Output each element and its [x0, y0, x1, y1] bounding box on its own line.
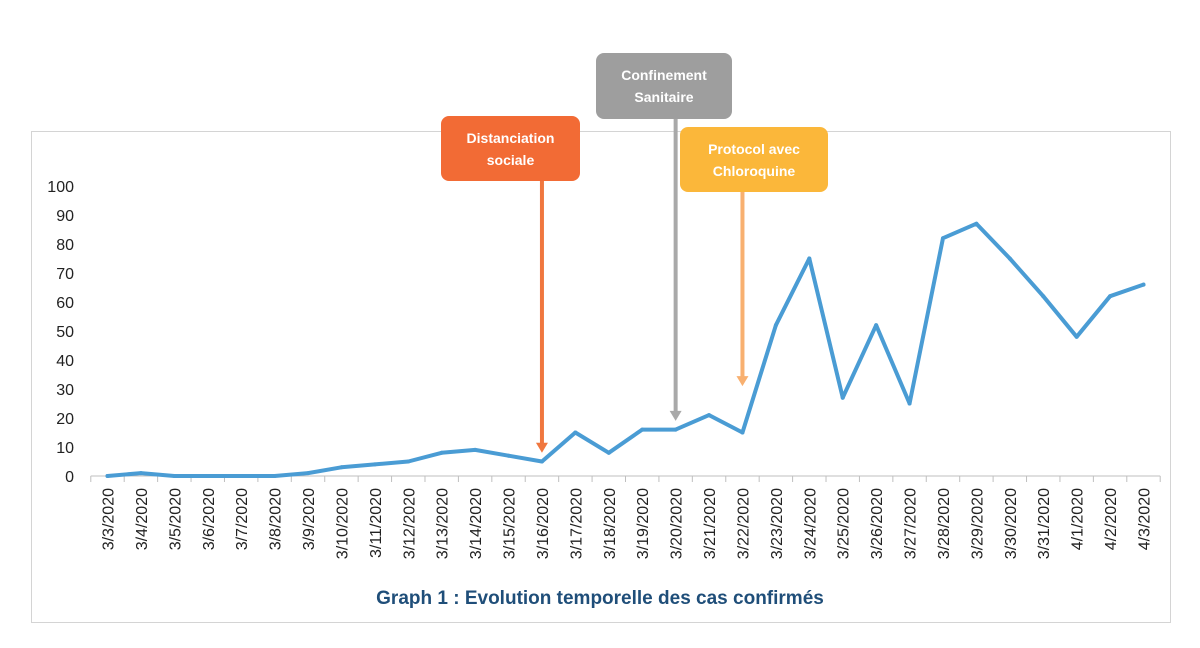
x-tick-label: 3/24/2020 — [802, 488, 819, 559]
y-tick-label: 0 — [65, 469, 74, 486]
data-point — [272, 474, 277, 478]
data-point — [105, 474, 110, 478]
y-tick-label: 40 — [56, 353, 74, 370]
data-point — [1007, 256, 1012, 261]
x-tick-label: 3/10/2020 — [334, 488, 351, 559]
x-axis-ticks — [90, 476, 1161, 482]
data-point — [707, 413, 712, 418]
data-point — [940, 236, 945, 241]
x-tick-label: 3/15/2020 — [502, 488, 519, 559]
data-point — [1041, 294, 1046, 299]
x-tick-label: 4/1/2020 — [1070, 488, 1087, 550]
y-tick-label: 100 — [47, 179, 74, 196]
data-point — [339, 465, 344, 470]
annotation-arrow-head — [669, 410, 682, 421]
y-tick-label: 70 — [56, 266, 74, 283]
x-tick-label: 4/2/2020 — [1103, 488, 1120, 550]
annotation-arrow-head — [736, 376, 749, 387]
annotation-arrow-head — [535, 442, 548, 453]
data-point — [640, 427, 645, 432]
x-tick-label: 3/12/2020 — [401, 488, 418, 559]
y-tick-label: 10 — [56, 440, 74, 457]
chart-title: Graph 1 : Evolution temporelle des cas c… — [376, 588, 824, 609]
y-tick-label: 50 — [56, 324, 74, 341]
data-point — [807, 256, 812, 261]
y-tick-label: 80 — [56, 237, 74, 254]
x-tick-label: 3/16/2020 — [535, 488, 552, 559]
data-point — [239, 474, 244, 478]
annotation-label: Distanciation sociale — [466, 129, 555, 168]
x-tick-label: 3/23/2020 — [769, 488, 786, 559]
data-point — [773, 323, 778, 328]
data-point — [205, 474, 210, 478]
data-point — [1108, 294, 1113, 299]
x-tick-label: 3/17/2020 — [568, 488, 585, 559]
data-point — [539, 459, 544, 464]
x-tick-label: 3/31/2020 — [1036, 488, 1053, 559]
annotation-arrows — [535, 119, 749, 453]
x-axis-labels: 3/3/2020 3/4/2020 3/5/2020 3/6/2020 3/7/2020… — [101, 488, 1154, 559]
y-tick-label: 30 — [56, 382, 74, 399]
data-point — [372, 462, 377, 467]
data-point — [840, 395, 845, 400]
x-tick-label: 3/13/2020 — [435, 488, 452, 559]
data-point — [172, 474, 177, 478]
x-tick-label: 3/4/2020 — [134, 488, 151, 550]
x-tick-label: 3/3/2020 — [101, 488, 118, 550]
x-tick-label: 3/26/2020 — [869, 488, 886, 559]
data-point — [974, 221, 979, 226]
x-tick-label: 3/7/2020 — [234, 488, 251, 550]
annotation-label: Confinement Sanitaire — [621, 67, 707, 105]
x-tick-label: 3/25/2020 — [836, 488, 853, 559]
x-tick-label: 3/22/2020 — [735, 488, 752, 559]
data-point — [874, 323, 879, 328]
x-tick-label: 3/30/2020 — [1003, 488, 1020, 559]
chart-frame — [31, 131, 1171, 623]
y-axis-ticks: 0 10 20 30 40 50 60 70 80 90 100 — [47, 179, 74, 486]
y-tick-label: 20 — [56, 411, 74, 428]
x-tick-label: 3/11/2020 — [368, 488, 385, 558]
x-tick-label: 3/9/2020 — [301, 488, 318, 550]
data-point — [439, 450, 444, 455]
x-tick-label: 3/5/2020 — [167, 488, 184, 550]
x-tick-label: 3/29/2020 — [969, 488, 986, 559]
data-point — [506, 453, 511, 458]
data-point — [473, 447, 478, 452]
x-tick-label: 3/8/2020 — [268, 488, 285, 550]
annotation-callout: Distanciation sociale — [441, 116, 580, 181]
series-line-confirmed-cases — [105, 221, 1146, 478]
x-tick-label: 3/19/2020 — [635, 488, 652, 559]
annotation-label: Protocol avec Chloroquine — [708, 140, 800, 179]
x-tick-label: 3/14/2020 — [468, 488, 485, 559]
data-point — [907, 401, 912, 406]
y-tick-label: 90 — [56, 208, 74, 225]
data-point — [673, 427, 678, 432]
data-point — [1074, 334, 1079, 339]
y-tick-label: 60 — [56, 295, 74, 312]
annotation-callout: Protocol avec Chloroquine — [680, 127, 828, 192]
data-points — [105, 221, 1146, 478]
x-tick-label: 3/6/2020 — [201, 488, 218, 550]
data-point — [306, 471, 311, 476]
x-tick-label: 3/21/2020 — [702, 488, 719, 559]
data-point — [573, 430, 578, 435]
x-tick-label: 4/3/2020 — [1137, 488, 1154, 550]
data-point — [740, 430, 745, 435]
annotation-callout: Confinement Sanitaire — [596, 53, 732, 119]
data-point — [606, 450, 611, 455]
x-tick-label: 3/27/2020 — [903, 488, 920, 559]
data-point — [138, 471, 143, 476]
x-tick-label: 3/20/2020 — [669, 488, 686, 559]
x-tick-label: 3/28/2020 — [936, 488, 953, 559]
x-tick-label: 3/18/2020 — [602, 488, 619, 559]
data-point — [1141, 282, 1146, 287]
data-point — [406, 459, 411, 464]
